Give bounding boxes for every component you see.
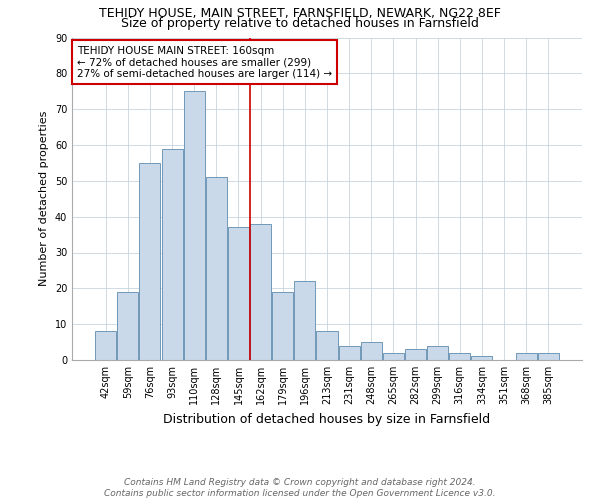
Bar	[295, 281, 316, 360]
Bar	[316, 332, 338, 360]
Bar	[405, 349, 426, 360]
Bar	[161, 148, 182, 360]
Text: Size of property relative to detached houses in Farnsfield: Size of property relative to detached ho…	[121, 18, 479, 30]
Bar	[449, 353, 470, 360]
Text: Contains HM Land Registry data © Crown copyright and database right 2024.
Contai: Contains HM Land Registry data © Crown c…	[104, 478, 496, 498]
X-axis label: Distribution of detached houses by size in Farnsfield: Distribution of detached houses by size …	[163, 412, 491, 426]
Bar	[427, 346, 448, 360]
Text: TEHIDY HOUSE, MAIN STREET, FARNSFIELD, NEWARK, NG22 8EF: TEHIDY HOUSE, MAIN STREET, FARNSFIELD, N…	[99, 8, 501, 20]
Text: TEHIDY HOUSE MAIN STREET: 160sqm
← 72% of detached houses are smaller (299)
27% : TEHIDY HOUSE MAIN STREET: 160sqm ← 72% o…	[77, 46, 332, 79]
Bar	[228, 228, 249, 360]
Bar	[361, 342, 382, 360]
Bar	[95, 332, 116, 360]
Y-axis label: Number of detached properties: Number of detached properties	[39, 111, 49, 286]
Bar	[250, 224, 271, 360]
Bar	[184, 91, 205, 360]
Bar	[206, 178, 227, 360]
Bar	[538, 353, 559, 360]
Bar	[338, 346, 359, 360]
Bar	[118, 292, 139, 360]
Bar	[472, 356, 493, 360]
Bar	[272, 292, 293, 360]
Bar	[515, 353, 536, 360]
Bar	[383, 353, 404, 360]
Bar	[139, 163, 160, 360]
